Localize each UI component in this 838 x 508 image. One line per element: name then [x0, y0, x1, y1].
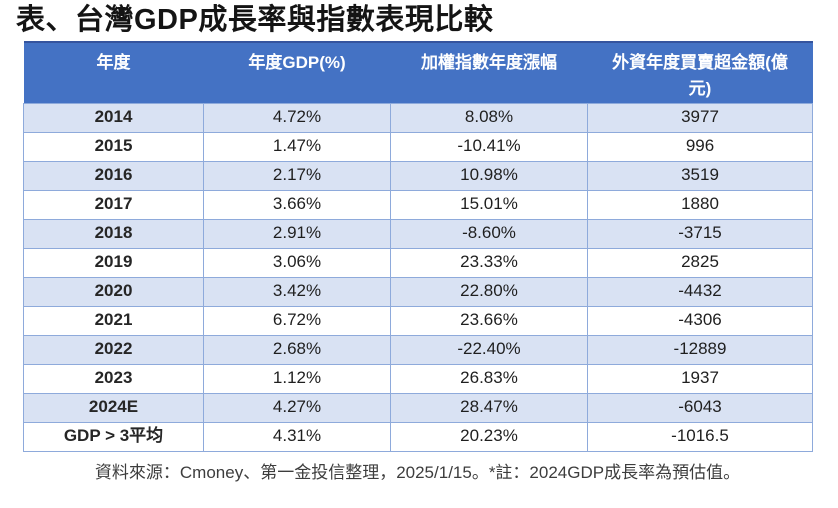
cell-foreign-net: 3977 — [587, 102, 813, 133]
table-row-2017: 2017 3.66% 15.01% 1880 — [23, 189, 813, 220]
cell-year: 2017 — [23, 189, 204, 220]
cell-index-change: 10.98% — [390, 160, 588, 191]
cell-year: 2019 — [23, 247, 204, 278]
cell-gdp: 3.06% — [203, 247, 391, 278]
table-row-2022: 2022 2.68% -22.40% -12889 — [23, 334, 813, 365]
table-row-2020: 2020 3.42% 22.80% -4432 — [23, 276, 813, 307]
cell-year: 2024E — [23, 392, 204, 423]
cell-index-change: -22.40% — [390, 334, 588, 365]
cell-foreign-net: 3519 — [587, 160, 813, 191]
cell-index-change: -10.41% — [390, 131, 588, 162]
cell-year: 2020 — [23, 276, 204, 307]
cell-year: 2016 — [23, 160, 204, 191]
cell-index-change: 26.83% — [390, 363, 588, 394]
cell-gdp: 4.31% — [203, 421, 391, 452]
table-row-2021: 2021 6.72% 23.66% -4306 — [23, 305, 813, 336]
cell-foreign-net: 2825 — [587, 247, 813, 278]
table-row-2016: 2016 2.17% 10.98% 3519 — [23, 160, 813, 191]
cell-gdp: 2.91% — [203, 218, 391, 249]
cell-foreign-net: -4432 — [587, 276, 813, 307]
header-index-change: 加權指數年度漲幅 — [390, 40, 588, 104]
header-annual-gdp: 年度GDP(%) — [203, 40, 391, 104]
table-row-2015: 2015 1.47% -10.41% 996 — [23, 131, 813, 162]
cell-index-change: -8.60% — [390, 218, 588, 249]
cell-gdp: 6.72% — [203, 305, 391, 336]
source-note: 資料來源：Cmoney、第一金投信整理，2025/1/15。*註：2024GDP… — [94, 462, 741, 482]
cell-gdp: 4.27% — [203, 392, 391, 423]
cell-gdp: 1.12% — [203, 363, 391, 394]
cell-foreign-net: -3715 — [587, 218, 813, 249]
cell-year: 2023 — [23, 363, 204, 394]
cell-index-change: 22.80% — [390, 276, 588, 307]
cell-gdp: 3.66% — [203, 189, 391, 220]
cell-foreign-net: 1937 — [587, 363, 813, 394]
table-row-gdp-average: GDP > 3平均 4.31% 20.23% -1016.5 — [23, 421, 813, 452]
table-row-2019: 2019 3.06% 23.33% 2825 — [23, 247, 813, 278]
cell-index-change: 15.01% — [390, 189, 588, 220]
cell-year: 2018 — [23, 218, 204, 249]
cell-index-change: 20.23% — [390, 421, 588, 452]
cell-gdp: 2.17% — [203, 160, 391, 191]
cell-year: 2014 — [23, 102, 204, 133]
cell-foreign-net: -1016.5 — [587, 421, 813, 452]
cell-year: 2015 — [23, 131, 204, 162]
cell-foreign-net: -6043 — [587, 392, 813, 423]
cell-index-change: 8.08% — [390, 102, 588, 133]
page-title: 表、台灣GDP成長率與指數表現比較 — [16, 4, 494, 36]
cell-year: 2022 — [23, 334, 204, 365]
table-row-2023: 2023 1.12% 26.83% 1937 — [23, 363, 813, 394]
gdp-comparison-table: 年度 年度GDP(%) 加權指數年度漲幅 外資年度買賣超金額(億元) 2014 … — [23, 40, 813, 452]
cell-foreign-net: -4306 — [587, 305, 813, 336]
cell-foreign-net: 996 — [587, 131, 813, 162]
cell-year: GDP > 3平均 — [23, 421, 204, 452]
cell-foreign-net: -12889 — [587, 334, 813, 365]
header-year: 年度 — [23, 40, 204, 104]
cell-gdp: 1.47% — [203, 131, 391, 162]
cell-gdp: 2.68% — [203, 334, 391, 365]
cell-index-change: 23.66% — [390, 305, 588, 336]
table-row-2014: 2014 4.72% 8.08% 3977 — [23, 102, 813, 133]
cell-index-change: 28.47% — [390, 392, 588, 423]
cell-gdp: 4.72% — [203, 102, 391, 133]
table-header-row: 年度 年度GDP(%) 加權指數年度漲幅 外資年度買賣超金額(億元) — [23, 40, 813, 104]
cell-gdp: 3.42% — [203, 276, 391, 307]
cell-foreign-net: 1880 — [587, 189, 813, 220]
cell-year: 2021 — [23, 305, 204, 336]
table-row-2018: 2018 2.91% -8.60% -3715 — [23, 218, 813, 249]
table-row-2024e: 2024E 4.27% 28.47% -6043 — [23, 392, 813, 423]
cell-index-change: 23.33% — [390, 247, 588, 278]
header-foreign-net: 外資年度買賣超金額(億元) — [587, 40, 813, 104]
